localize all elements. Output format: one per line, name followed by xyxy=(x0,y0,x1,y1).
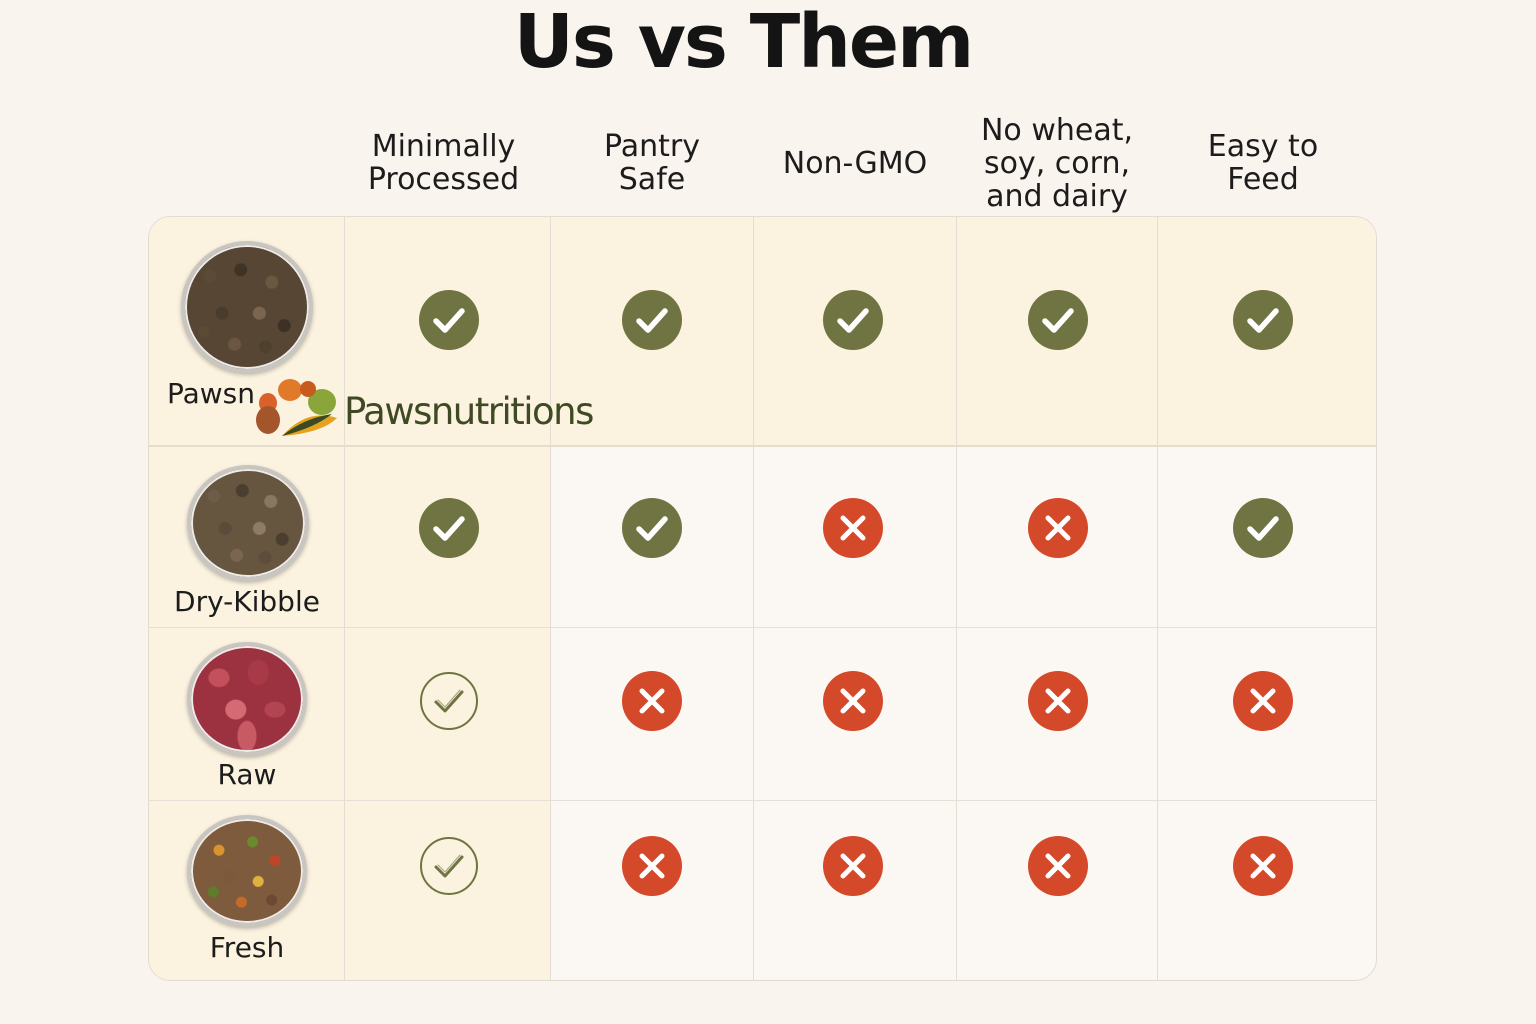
table-cell xyxy=(345,801,551,980)
check-outline-icon xyxy=(419,671,479,731)
paw-logo-icon xyxy=(256,379,337,436)
row-label-raw: Raw xyxy=(217,758,277,791)
table-cell xyxy=(551,447,754,627)
kibble-bowl-icon xyxy=(181,241,313,373)
cross-icon xyxy=(622,671,682,731)
row-label-cell: Raw xyxy=(149,628,345,800)
cross-icon xyxy=(823,671,883,731)
cross-icon xyxy=(622,836,682,896)
table-cell xyxy=(957,217,1158,445)
cross-icon xyxy=(1028,671,1088,731)
pawsnutritions-logo: Pawsnutritions xyxy=(252,378,642,440)
cross-icon xyxy=(1028,498,1088,558)
row-label-cell: Fresh xyxy=(149,801,345,980)
check-icon xyxy=(1233,290,1293,350)
table-cell xyxy=(754,217,957,445)
check-outline-icon xyxy=(419,836,479,896)
column-header-easy-to-feed: Easy to Feed xyxy=(1207,129,1319,197)
table-cell xyxy=(345,628,551,800)
column-header-non-gmo: Non-GMO xyxy=(782,145,928,181)
raw-meat-bowl-icon xyxy=(187,642,307,756)
check-icon xyxy=(622,498,682,558)
kibble-bowl-icon xyxy=(187,465,309,581)
table-cell xyxy=(754,801,957,980)
table-cell xyxy=(551,628,754,800)
table-row-pawsn: Pawsn xyxy=(149,217,1376,447)
row-label-cell: Dry-Kibble xyxy=(149,447,345,627)
check-icon xyxy=(1233,498,1293,558)
table-cell xyxy=(551,217,754,445)
table-row-fresh: Fresh xyxy=(149,801,1376,980)
column-header-no-wheat-soy-corn-dairy: No wheat, soy, corn, and dairy xyxy=(980,112,1134,214)
table-cell xyxy=(957,447,1158,627)
table-row-dry-kibble: Dry-Kibble xyxy=(149,447,1376,628)
check-icon xyxy=(1028,290,1088,350)
table-cell xyxy=(754,447,957,627)
cross-icon xyxy=(1028,836,1088,896)
row-label-fresh: Fresh xyxy=(209,931,285,964)
cross-icon xyxy=(823,498,883,558)
cross-icon xyxy=(1233,671,1293,731)
check-icon xyxy=(622,290,682,350)
row-label-cell: Pawsn xyxy=(149,217,345,445)
check-icon xyxy=(823,290,883,350)
table-cell xyxy=(345,217,551,445)
logo-wordmark: Pawsnutritions xyxy=(344,390,594,433)
column-header-minimally-processed: Minimally Processed xyxy=(367,129,520,197)
column-header-pantry-safe: Pantry Safe xyxy=(604,129,700,197)
row-label-pawsn: Pawsn xyxy=(167,377,256,410)
check-icon xyxy=(419,290,479,350)
table-row-raw: Raw xyxy=(149,628,1376,801)
page-title: Us vs Them xyxy=(513,0,974,85)
table-cell xyxy=(957,801,1158,980)
table-cell xyxy=(957,628,1158,800)
table-cell xyxy=(754,628,957,800)
table-cell xyxy=(551,801,754,980)
cross-icon xyxy=(823,836,883,896)
row-label-dry-kibble: Dry-Kibble xyxy=(174,585,320,618)
fresh-food-bowl-icon xyxy=(187,815,307,927)
check-icon xyxy=(419,498,479,558)
cross-icon xyxy=(1233,836,1293,896)
comparison-table: Pawsn Dry-Kibble Raw Fresh xyxy=(148,216,1377,981)
